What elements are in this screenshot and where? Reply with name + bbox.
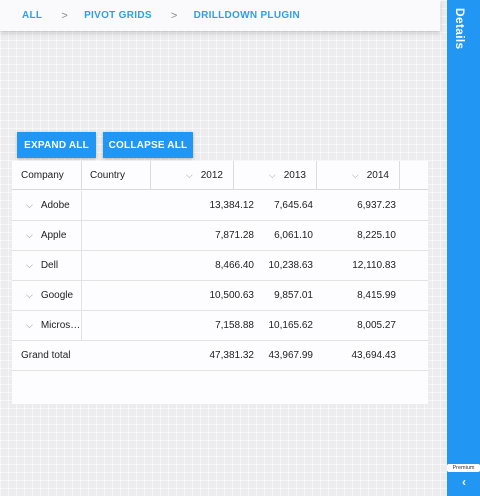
chevron-down-icon: ⌵ xyxy=(268,170,276,180)
header-year-label: 2012 xyxy=(200,170,223,181)
chevron-down-icon: ⌵ xyxy=(351,170,359,180)
value-cell: 13,384.12 xyxy=(209,200,255,211)
row-company[interactable]: ⌵ Apple xyxy=(12,221,82,250)
value-cell: 6,937.23 xyxy=(357,200,396,211)
breadcrumb-separator: > xyxy=(170,9,178,22)
value-cell: 7,871.28 xyxy=(215,230,254,241)
details-panel-title[interactable]: Details xyxy=(453,8,467,50)
value-cell: 8,415.99 xyxy=(357,290,396,301)
header-year-2012[interactable]: ⌵ 2012 xyxy=(151,161,234,190)
value-cell: 7,158.88 xyxy=(215,320,254,331)
header-company-label: Company xyxy=(21,170,64,181)
table-row: ⌵ Micros… 7,158.88 10,165.62 8,005.27 xyxy=(12,311,428,341)
collapse-all-button[interactable]: COLLAPSE ALL xyxy=(103,132,193,158)
value-cell: 10,500.63 xyxy=(209,290,255,301)
header-year-2013[interactable]: ⌵ 2013 xyxy=(234,161,317,190)
header-country[interactable]: Country xyxy=(82,161,151,190)
value-cell: 8,466.40 xyxy=(215,260,254,271)
company-name: Adobe xyxy=(40,200,70,211)
chevron-down-icon: ⌵ xyxy=(185,170,193,180)
chevron-down-icon[interactable]: ⌵ xyxy=(26,200,33,210)
chevron-down-icon[interactable]: ⌵ xyxy=(26,290,33,300)
grid-header: Company Country ⌵ 2012 ⌵ 2013 ⌵ 2014 xyxy=(12,161,428,190)
grand-total-value: 43,694.43 xyxy=(351,350,397,361)
premium-badge: Premium xyxy=(447,464,480,472)
row-company[interactable]: ⌵ Adobe xyxy=(12,191,82,220)
breadcrumb-separator: > xyxy=(61,9,69,22)
expand-all-button[interactable]: EXPAND ALL xyxy=(17,132,96,158)
table-row: ⌵ Apple 7,871.28 6,061.10 8,225.10 xyxy=(12,221,428,251)
grand-total-label: Grand total xyxy=(21,350,71,361)
value-cell: 10,165.62 xyxy=(268,320,314,331)
breadcrumb-item-all[interactable]: ALL xyxy=(22,10,43,21)
chevron-down-icon[interactable]: ⌵ xyxy=(26,230,33,240)
row-company[interactable]: ⌵ Micros… xyxy=(12,311,82,340)
header-year-2014[interactable]: ⌵ 2014 xyxy=(317,161,400,190)
grand-total-value: 43,967.99 xyxy=(268,350,314,361)
header-year-label: 2014 xyxy=(366,170,389,181)
row-company[interactable]: ⌵ Dell xyxy=(12,251,82,280)
chevron-down-icon[interactable]: ⌵ xyxy=(26,260,33,270)
table-row: ⌵ Adobe 13,384.12 7,645.64 6,937.23 xyxy=(12,191,428,221)
value-cell: 6,061.10 xyxy=(274,230,313,241)
table-row: ⌵ Dell 8,466.40 10,238.63 12,110.83 xyxy=(12,251,428,281)
value-cell: 12,110.83 xyxy=(352,260,396,271)
details-panel[interactable]: Details Premium ‹ xyxy=(447,0,480,496)
breadcrumb-item-pivot-grids[interactable]: PIVOT GRIDS xyxy=(84,10,152,21)
row-company[interactable]: ⌵ Google xyxy=(12,281,82,310)
company-name: Micros… xyxy=(40,320,81,331)
value-cell: 8,225.10 xyxy=(357,230,396,241)
company-name: Apple xyxy=(40,230,67,241)
grand-total-row: Grand total 47,381.32 43,967.99 43,694.4… xyxy=(12,341,428,371)
breadcrumb: ALL > PIVOT GRIDS > DRILLDOWN PLUGIN xyxy=(0,0,440,31)
header-year-label: 2013 xyxy=(283,170,306,181)
table-row: ⌵ Google 10,500.63 9,857.01 8,415.99 xyxy=(12,281,428,311)
value-cell: 10,238.63 xyxy=(268,260,314,271)
value-cell: 8,005.27 xyxy=(357,320,396,331)
company-name: Dell xyxy=(40,260,59,271)
value-cell: 7,645.64 xyxy=(274,200,313,211)
chevron-left-icon[interactable]: ‹ xyxy=(462,475,466,489)
header-company[interactable]: Company xyxy=(12,161,82,190)
chevron-down-icon[interactable]: ⌵ xyxy=(26,320,33,330)
value-cell: 9,857.01 xyxy=(274,290,313,301)
pivot-grid: Company Country ⌵ 2012 ⌵ 2013 ⌵ 2014 ⌵ A… xyxy=(12,161,428,404)
company-name: Google xyxy=(40,290,74,301)
header-country-label: Country xyxy=(90,170,126,181)
grand-total-value: 47,381.32 xyxy=(209,350,255,361)
breadcrumb-item-drilldown-plugin[interactable]: DRILLDOWN PLUGIN xyxy=(193,10,301,21)
